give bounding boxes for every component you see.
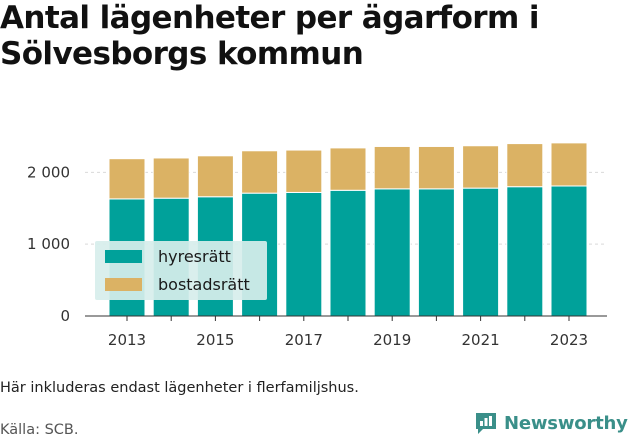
legend-label-bostadsratt: bostadsrätt xyxy=(158,275,250,294)
bar-hyresratt-2018 xyxy=(329,189,367,317)
bar-hyresratt-2020 xyxy=(417,188,455,317)
bar-hyresratt-2022 xyxy=(506,186,544,317)
bar-bostadsratt-2021 xyxy=(462,145,500,189)
source-note: Källa: SCB. xyxy=(0,422,79,438)
bars xyxy=(85,142,607,317)
bar-bostadsratt-2014 xyxy=(152,157,190,199)
bar-bostadsratt-2019 xyxy=(373,145,411,190)
stacked-bar-chart: 0 1 000 2 000 2013 2015 2017 2019 2021 2023 hyr… xyxy=(27,142,607,349)
legend: hyresrätt bostadsrätt xyxy=(95,241,267,300)
bar-hyresratt-2023 xyxy=(550,185,588,317)
x-tick-label: 2023 xyxy=(550,331,588,349)
bar-hyresratt-2019 xyxy=(373,188,411,317)
x-tick-label: 2013 xyxy=(108,331,146,349)
bar-bostadsratt-2015 xyxy=(196,155,234,198)
bar-hyresratt-2021 xyxy=(462,187,500,317)
bar-hyresratt-2017 xyxy=(285,191,323,317)
x-tick-label: 2019 xyxy=(373,331,411,349)
newsworthy-logo: Newsworthy xyxy=(474,409,628,437)
bar-chart-badge-icon xyxy=(476,413,496,434)
bar-bostadsratt-2022 xyxy=(506,143,544,188)
x-tick-label: 2021 xyxy=(462,331,500,349)
legend-swatch-bostadsratt xyxy=(105,278,142,291)
bar-bostadsratt-2013 xyxy=(108,158,146,200)
y-axis-ticks: 0 1 000 2 000 xyxy=(27,163,70,325)
y-tick-label: 0 xyxy=(60,307,70,325)
x-tick-label: 2015 xyxy=(196,331,234,349)
y-tick-label: 2 000 xyxy=(27,163,70,181)
chart-title: Antal lägenheter per ägarform i Sölvesbo… xyxy=(0,0,539,72)
legend-label-hyresratt: hyresrätt xyxy=(158,247,231,266)
bar-bostadsratt-2020 xyxy=(417,145,455,190)
bar-bostadsratt-2017 xyxy=(285,149,323,193)
bar-bostadsratt-2018 xyxy=(329,147,367,191)
bar-bostadsratt-2016 xyxy=(241,150,279,194)
brand-name: Newsworthy xyxy=(504,412,628,434)
x-tick-label: 2017 xyxy=(285,331,323,349)
footnote: Här inkluderas endast lägenheter i flerf… xyxy=(0,380,359,396)
y-tick-label: 1 000 xyxy=(27,235,70,253)
x-axis-ticks: 2013 2015 2017 2019 2021 2023 xyxy=(108,316,588,349)
bar-bostadsratt-2023 xyxy=(550,142,588,187)
legend-swatch-hyresratt xyxy=(105,250,142,263)
